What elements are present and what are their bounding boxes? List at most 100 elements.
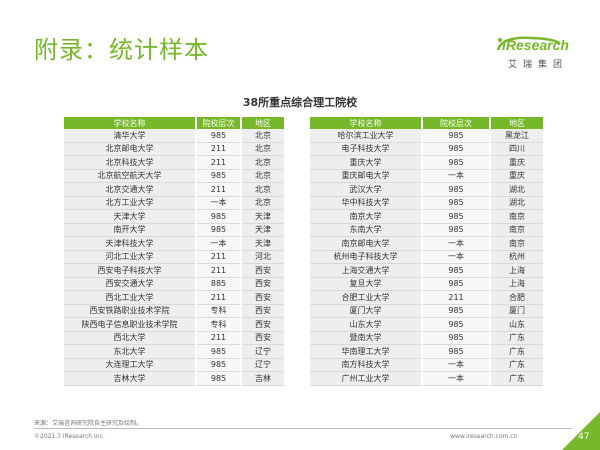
table-subtitle: 38所重点综合理工院校 bbox=[242, 96, 358, 109]
school-name-cell: 陕西电子信息职业技术学院 bbox=[64, 317, 196, 332]
school-region-cell: 北京 bbox=[240, 129, 284, 143]
school-name-cell: 西安交通大学 bbox=[64, 277, 196, 291]
right-school-table: 学校名称 院校层次 地区 哈尔滨工业大学 985 黑龙江 电子科技大学 985 四川 重庆大… bbox=[310, 117, 543, 386]
school-region-cell: 南京 bbox=[489, 209, 543, 224]
school-region-cell: 合肥 bbox=[489, 290, 543, 305]
school-region-cell: 西安 bbox=[240, 290, 284, 305]
school-region-cell: 西安 bbox=[240, 304, 284, 318]
school-name-cell: 复旦大学 bbox=[310, 277, 422, 291]
school-name-cell: 哈尔滨工业大学 bbox=[310, 129, 422, 143]
table-row: 东北大学 985 辽宁 bbox=[64, 344, 284, 359]
table-row: 华中科技大学 985 湖北 bbox=[310, 196, 543, 210]
school-region-cell: 湖北 bbox=[489, 196, 543, 210]
table-row: 北京邮电大学 211 北京 bbox=[64, 142, 284, 156]
table-row: 南开大学 985 天津 bbox=[64, 223, 284, 237]
school-region-cell: 北京 bbox=[240, 155, 284, 170]
school-name-cell: 大连理工大学 bbox=[64, 358, 196, 372]
school-name-cell: 南方科技大学 bbox=[310, 358, 422, 372]
table-row: 上海交通大学 985 上海 bbox=[310, 263, 543, 278]
table-row: 哈尔滨工业大学 985 黑龙江 bbox=[310, 129, 543, 143]
school-region-cell: 北京 bbox=[240, 182, 284, 197]
school-level-cell: 一本 bbox=[421, 236, 490, 251]
school-region-cell: 天津 bbox=[240, 223, 284, 237]
table-row: 北京科技大学 211 北京 bbox=[64, 155, 284, 170]
table-row: 西安电子科技大学 211 西安 bbox=[64, 263, 284, 278]
school-level-cell: 211 bbox=[195, 155, 241, 170]
school-level-cell: 985 bbox=[195, 358, 241, 372]
school-level-cell: 211 bbox=[195, 331, 241, 345]
school-region-cell: 西安 bbox=[240, 331, 284, 345]
table-row: 山东大学 985 山东 bbox=[310, 317, 543, 332]
column-header-level: 院校层次 bbox=[195, 117, 241, 129]
school-level-cell: 985 bbox=[421, 277, 490, 291]
table-row: 天津科技大学 一本 天津 bbox=[64, 236, 284, 251]
iresearch-logo: iResearch 艾瑞集团 bbox=[470, 34, 570, 70]
table-row: 复旦大学 985 上海 bbox=[310, 277, 543, 291]
school-name-cell: 西北大学 bbox=[64, 331, 196, 345]
school-name-cell: 北京科技大学 bbox=[64, 155, 196, 170]
school-level-cell: 一本 bbox=[421, 169, 490, 183]
school-region-cell: 南京 bbox=[489, 236, 543, 251]
table-row: 北京交通大学 211 北京 bbox=[64, 182, 284, 197]
school-level-cell: 985 bbox=[421, 142, 490, 156]
school-level-cell: 985 bbox=[421, 344, 490, 359]
school-level-cell: 985 bbox=[195, 129, 241, 143]
school-region-cell: 广东 bbox=[489, 344, 543, 359]
table-row: 清华大学 985 北京 bbox=[64, 129, 284, 143]
school-name-cell: 北京航空航天大学 bbox=[64, 169, 196, 183]
table-row: 暨南大学 985 广东 bbox=[310, 331, 543, 345]
school-region-cell: 河北 bbox=[240, 250, 284, 264]
school-name-cell: 南开大学 bbox=[64, 223, 196, 237]
table-row: 重庆邮电大学 一本 重庆 bbox=[310, 169, 543, 183]
school-level-cell: 一本 bbox=[421, 358, 490, 372]
school-level-cell: 985 bbox=[421, 304, 490, 318]
school-name-cell: 清华大学 bbox=[64, 129, 196, 143]
table-row: 华南理工大学 985 广东 bbox=[310, 344, 543, 359]
page-corner-icon bbox=[562, 412, 600, 450]
school-region-cell: 天津 bbox=[240, 209, 284, 224]
school-region-cell: 四川 bbox=[489, 142, 543, 156]
logo-text: iResearch bbox=[502, 37, 569, 53]
table-row: 厦门大学 985 厦门 bbox=[310, 304, 543, 318]
school-name-cell: 西安铁路职业技术学院 bbox=[64, 304, 196, 318]
school-name-cell: 南京大学 bbox=[310, 209, 422, 224]
school-region-cell: 广东 bbox=[489, 371, 543, 386]
table-row: 合肥工业大学 211 合肥 bbox=[310, 290, 543, 305]
school-region-cell: 黑龙江 bbox=[489, 129, 543, 143]
website-link[interactable]: www.iresearch.com.cn bbox=[450, 433, 518, 440]
school-name-cell: 河北工业大学 bbox=[64, 250, 196, 264]
footer-divider bbox=[34, 428, 572, 429]
school-region-cell: 辽宁 bbox=[240, 344, 284, 359]
school-region-cell: 吉林 bbox=[240, 371, 284, 386]
column-header-name: 学校名称 bbox=[310, 117, 422, 129]
table-row: 北京航空航天大学 985 北京 bbox=[64, 169, 284, 183]
school-level-cell: 985 bbox=[421, 129, 490, 143]
page-title: 附录：统计样本 bbox=[34, 36, 209, 64]
school-level-cell: 985 bbox=[421, 196, 490, 210]
school-region-cell: 天津 bbox=[240, 236, 284, 251]
table-row: 北方工业大学 一本 北京 bbox=[64, 196, 284, 210]
column-header-level: 院校层次 bbox=[421, 117, 490, 129]
school-level-cell: 985 bbox=[195, 344, 241, 359]
school-name-cell: 吉林大学 bbox=[64, 371, 196, 386]
school-name-cell: 武汉大学 bbox=[310, 182, 422, 197]
table-row: 南京邮电大学 一本 南京 bbox=[310, 236, 543, 251]
logo-subtext: 艾瑞集团 bbox=[508, 60, 569, 70]
school-name-cell: 重庆邮电大学 bbox=[310, 169, 422, 183]
page-number: 47 bbox=[578, 432, 590, 442]
table-row: 南方科技大学 一本 广东 bbox=[310, 358, 543, 372]
school-level-cell: 211 bbox=[195, 142, 241, 156]
table-header-row: 学校名称 院校层次 地区 bbox=[310, 117, 543, 129]
table-row: 电子科技大学 985 四川 bbox=[310, 142, 543, 156]
school-region-cell: 北京 bbox=[240, 142, 284, 156]
school-name-cell: 东北大学 bbox=[64, 344, 196, 359]
school-region-cell: 西安 bbox=[240, 263, 284, 278]
school-name-cell: 华中科技大学 bbox=[310, 196, 422, 210]
school-name-cell: 合肥工业大学 bbox=[310, 290, 422, 305]
school-region-cell: 重庆 bbox=[489, 155, 543, 170]
table-row: 武汉大学 985 湖北 bbox=[310, 182, 543, 197]
school-level-cell: 985 bbox=[195, 169, 241, 183]
school-name-cell: 重庆大学 bbox=[310, 155, 422, 170]
left-school-table: 学校名称 院校层次 地区 清华大学 985 北京 北京邮电大学 211 北京 北京科技大学 2… bbox=[64, 117, 284, 386]
table-row: 西北大学 211 西安 bbox=[64, 331, 284, 345]
